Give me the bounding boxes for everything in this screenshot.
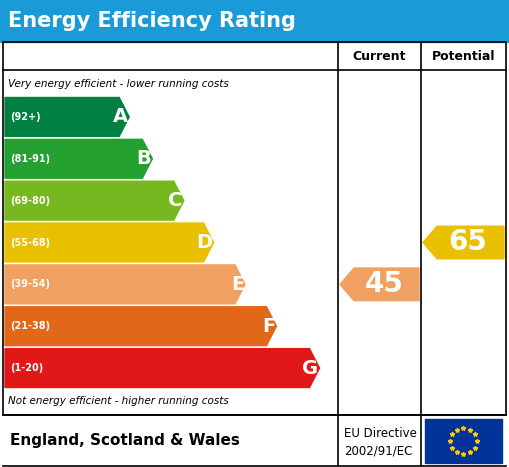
Polygon shape (5, 181, 184, 220)
Text: 2002/91/EC: 2002/91/EC (344, 445, 412, 458)
Text: G: G (302, 359, 319, 378)
Polygon shape (5, 98, 129, 136)
Polygon shape (5, 349, 320, 388)
Text: B: B (136, 149, 151, 168)
Text: (81-91): (81-91) (10, 154, 50, 164)
Polygon shape (423, 226, 504, 259)
Text: E: E (231, 275, 244, 294)
Polygon shape (5, 139, 152, 178)
Text: 65: 65 (449, 228, 488, 256)
Polygon shape (5, 223, 214, 262)
Bar (425, 419, 502, 463)
Text: Current: Current (353, 50, 406, 63)
Text: Not energy efficient - higher running costs: Not energy efficient - higher running co… (8, 396, 229, 406)
Text: Potential: Potential (432, 50, 495, 63)
Text: A: A (113, 107, 128, 127)
Text: (69-80): (69-80) (10, 196, 50, 205)
Text: England, Scotland & Wales: England, Scotland & Wales (10, 433, 240, 448)
Text: Energy Efficiency Rating: Energy Efficiency Rating (8, 11, 296, 31)
Text: (39-54): (39-54) (10, 279, 50, 290)
Bar (0, 0, 509, 42)
Polygon shape (5, 265, 245, 304)
Text: D: D (196, 233, 213, 252)
Text: EU Directive: EU Directive (344, 427, 417, 440)
Text: F: F (262, 317, 275, 336)
Text: Very energy efficient - lower running costs: Very energy efficient - lower running co… (8, 79, 229, 89)
Polygon shape (5, 307, 276, 346)
Text: (1-20): (1-20) (10, 363, 43, 373)
Text: (21-38): (21-38) (10, 321, 50, 331)
Polygon shape (340, 268, 419, 301)
Text: (55-68): (55-68) (10, 238, 50, 248)
Text: C: C (168, 191, 183, 210)
Text: 45: 45 (365, 270, 404, 298)
Text: (92+): (92+) (10, 112, 41, 122)
